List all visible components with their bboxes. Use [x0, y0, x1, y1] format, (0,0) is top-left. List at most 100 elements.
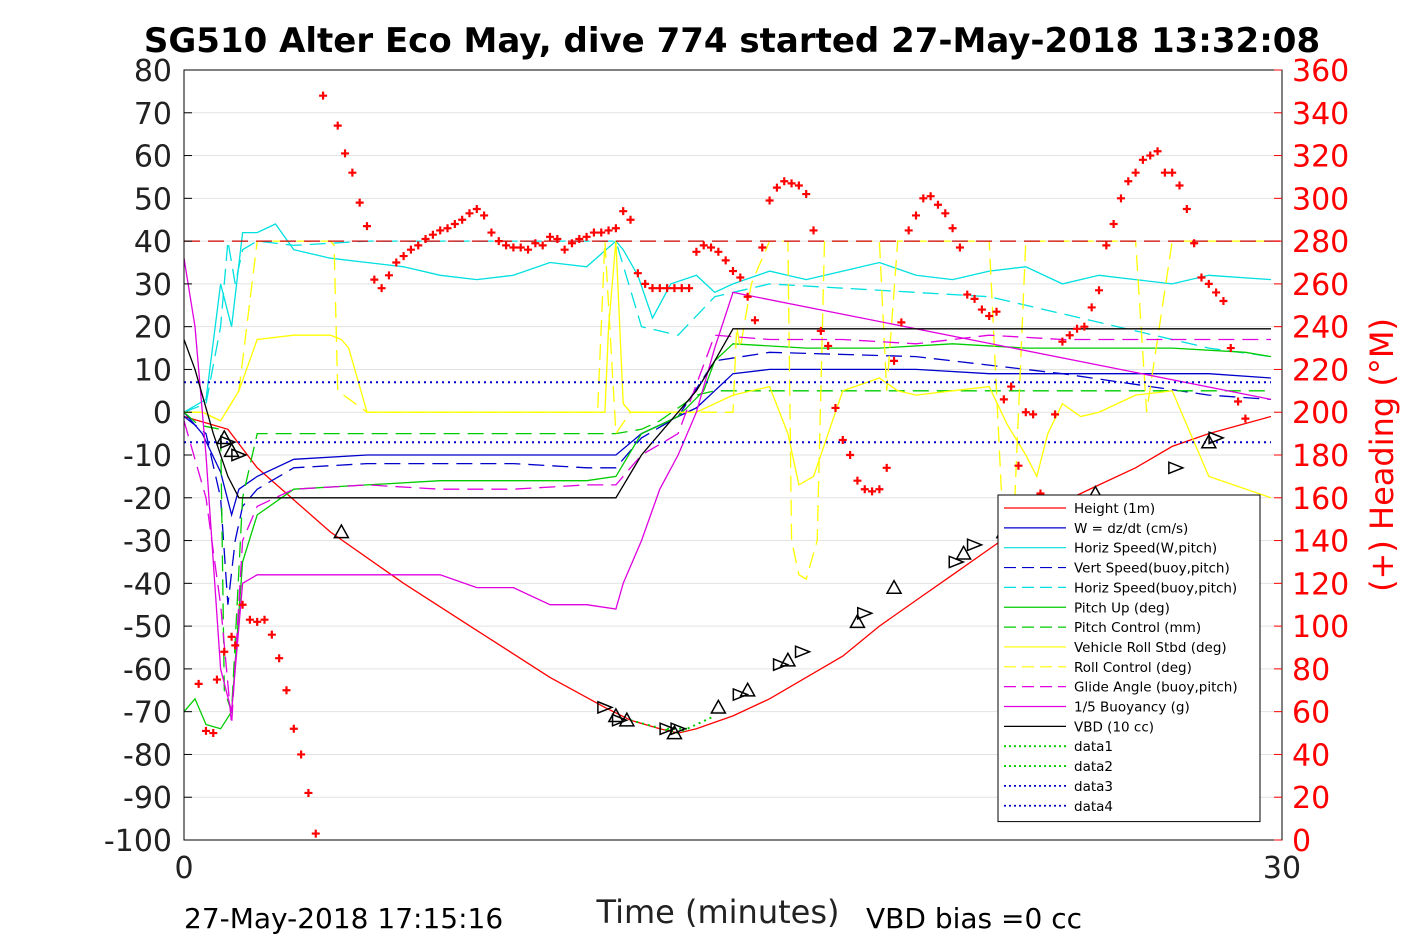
heading-point [377, 284, 386, 293]
footer-vbd-bias: VBD bias =0 cc [866, 902, 1082, 935]
heading-point [824, 341, 833, 350]
heading-point [1160, 168, 1169, 177]
heading-point [714, 247, 723, 256]
series-layer [183, 223, 1282, 735]
left-tick-label: -60 [123, 653, 172, 688]
heading-point [267, 630, 276, 639]
heading-point [406, 245, 415, 254]
right-tick-label: 160 [1292, 482, 1349, 517]
heading-point [487, 228, 496, 237]
right-tick-label: 40 [1292, 738, 1330, 773]
heading-point [553, 234, 562, 243]
legend-label: Roll Control (deg) [1074, 660, 1192, 676]
depth-marker [220, 435, 237, 449]
right-tick-label: 60 [1292, 696, 1330, 731]
right-tick-label: 220 [1292, 353, 1349, 388]
legend-label: data3 [1074, 779, 1113, 795]
heading-point [1234, 397, 1243, 406]
heading-point [919, 194, 928, 203]
legend-label: Glide Angle (buoy,pitch) [1074, 680, 1238, 696]
heading-point [838, 436, 847, 445]
heading-point [275, 654, 284, 663]
heading-points [195, 92, 1250, 838]
heading-point [1212, 288, 1221, 297]
heading-point [304, 788, 313, 797]
heading-point [414, 241, 423, 250]
right-tick-label: 100 [1292, 610, 1349, 645]
heading-point [670, 284, 679, 293]
heading-point [582, 232, 591, 241]
heading-point [201, 726, 210, 735]
left-tick-label: -30 [123, 525, 172, 560]
heading-point [1109, 220, 1118, 228]
legend-label: Height (1m) [1074, 501, 1155, 517]
heading-point [333, 121, 342, 130]
heading-point [524, 245, 533, 254]
heading-point [260, 615, 269, 624]
heading-point [538, 241, 547, 250]
heading-point [743, 292, 752, 301]
heading-point [589, 228, 598, 237]
heading-point [1007, 382, 1016, 391]
heading-point [1204, 279, 1213, 288]
left-tick-label: 80 [134, 54, 172, 89]
right-tick-label: 140 [1292, 525, 1349, 560]
legend-label: data2 [1074, 759, 1113, 775]
heading-point [963, 290, 972, 299]
heading-point [1095, 286, 1103, 295]
heading-point [1014, 461, 1023, 470]
heading-point [311, 829, 320, 838]
heading-point [494, 237, 503, 246]
right-tick-label: 340 [1292, 97, 1349, 132]
heading-point [253, 617, 262, 626]
heading-point [633, 269, 642, 278]
legend-label: Pitch Up (deg) [1074, 600, 1170, 616]
heading-point [641, 279, 650, 288]
heading-point [831, 403, 840, 412]
heading-point [297, 750, 306, 759]
heading-point [809, 226, 818, 235]
heading-point [370, 275, 379, 284]
heading-point [707, 243, 716, 252]
chart-title: SG510 Alter Eco May, dive 774 started 27… [144, 21, 1320, 61]
heading-point [611, 224, 620, 233]
series-line [183, 258, 1272, 712]
heading-point [341, 149, 350, 158]
heading-point [750, 316, 759, 325]
heading-point [619, 207, 628, 216]
legend-label: Horiz Speed(buoy,pitch) [1074, 580, 1237, 596]
heading-point [802, 190, 811, 199]
heading-point [1080, 322, 1089, 331]
left-tick-label: -70 [123, 696, 172, 731]
legend-label: VBD (10 cc) [1074, 719, 1154, 735]
heading-point [692, 247, 701, 256]
heading-point [897, 318, 906, 327]
heading-point [1021, 408, 1030, 417]
heading-point [868, 487, 877, 496]
heading-point [282, 686, 291, 695]
heading-point [758, 243, 767, 252]
depth-marker [779, 651, 797, 667]
right-axis-ticks: 3603403203002802602402202001801601401201… [1274, 54, 1349, 859]
depth-marker [597, 700, 614, 715]
heading-point [846, 451, 855, 459]
right-tick-label: 260 [1292, 268, 1349, 303]
heading-point [1197, 273, 1206, 282]
legend-label: Vehicle Roll Stbd (deg) [1074, 640, 1227, 656]
left-tick-label: 10 [134, 353, 172, 388]
heading-point [1051, 410, 1060, 419]
depth-marker [1168, 461, 1185, 475]
heading-point [1175, 181, 1184, 190]
right-tick-label: 200 [1292, 396, 1349, 431]
left-tick-label: -100 [104, 824, 172, 859]
heading-point [319, 91, 328, 100]
heading-point [1102, 241, 1111, 250]
heading-point [546, 232, 554, 241]
heading-point [567, 239, 576, 248]
left-tick-label: -90 [123, 781, 172, 816]
heading-point [531, 239, 540, 248]
heading-point [721, 256, 730, 265]
heading-point [480, 211, 489, 220]
left-tick-label: 0 [153, 396, 172, 431]
heading-point [933, 200, 942, 209]
